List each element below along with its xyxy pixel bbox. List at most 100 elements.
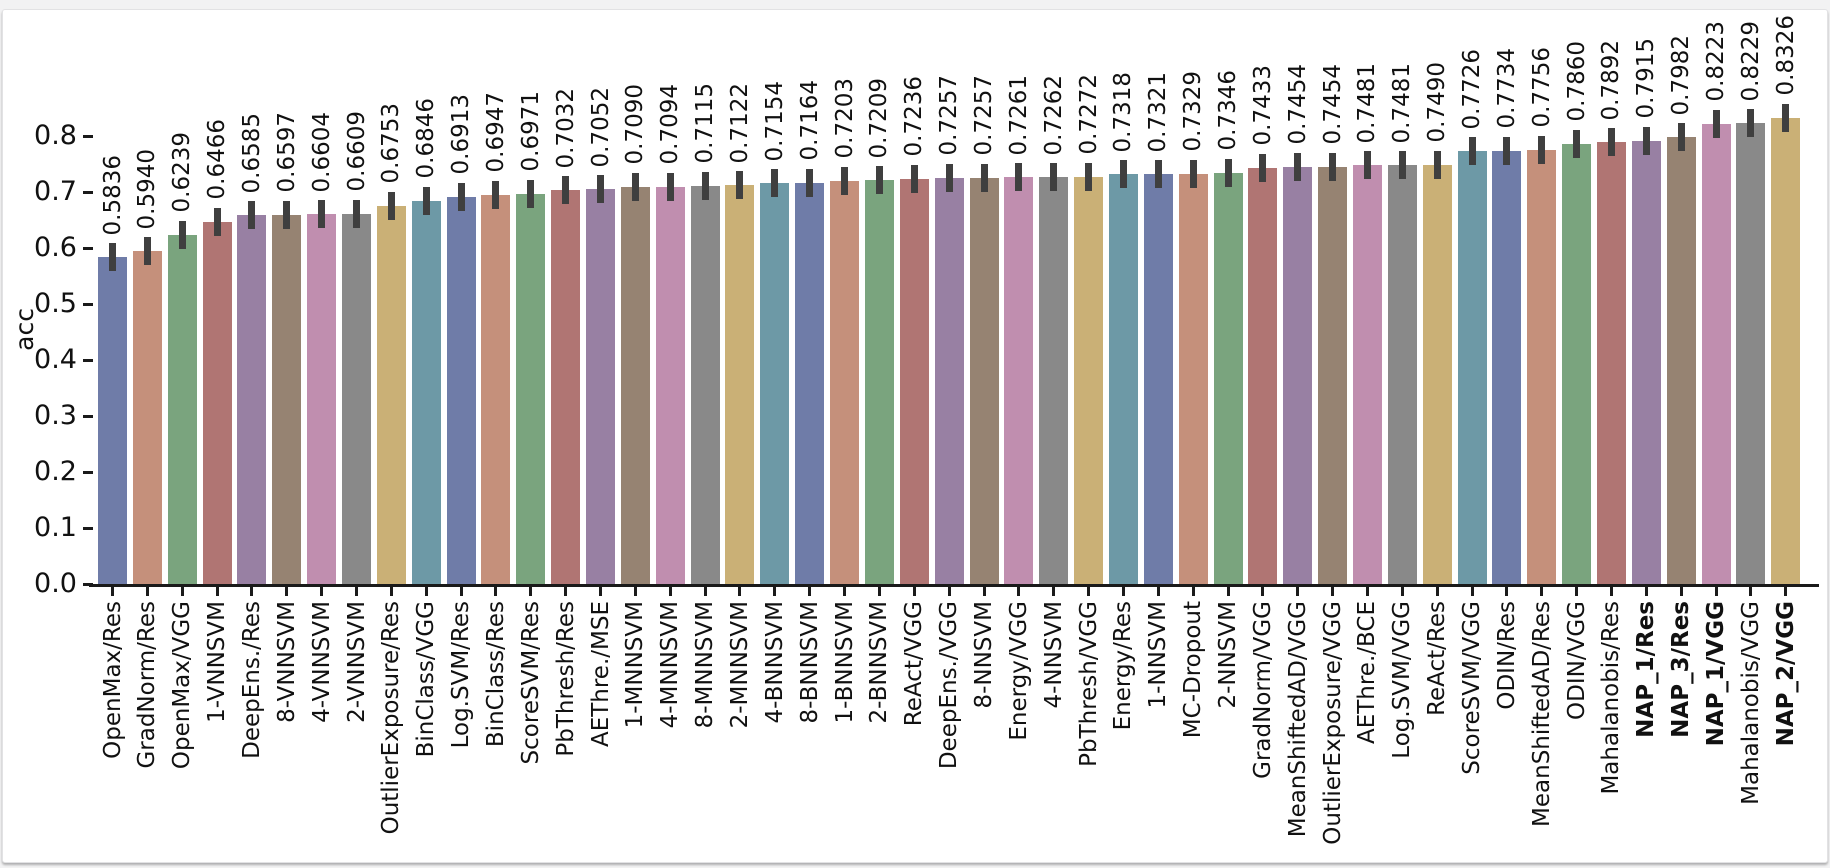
bar bbox=[376, 205, 406, 584]
bar-value-label: 0.7756 bbox=[1528, 47, 1555, 128]
error-bar bbox=[422, 186, 430, 215]
x-axis-label: PbThresh/Res bbox=[552, 601, 579, 757]
error-bar bbox=[1468, 137, 1476, 166]
x-axis-label: NAP_1/Res bbox=[1633, 601, 1660, 738]
error-bar bbox=[1085, 162, 1093, 191]
bar-value-label: 0.7052 bbox=[587, 86, 614, 168]
bar-value-label: 0.7860 bbox=[1563, 41, 1590, 122]
bar bbox=[411, 200, 441, 584]
x-axis-label: 4-NNSVM bbox=[1040, 601, 1067, 709]
bar-value-label: 0.7318 bbox=[1110, 71, 1137, 153]
bar-value-label: 0.7481 bbox=[1389, 62, 1416, 144]
y-axis-tick-label: 0.8 bbox=[34, 120, 77, 151]
bar bbox=[1248, 167, 1278, 584]
error-bar bbox=[1642, 126, 1650, 155]
bar-value-label: 0.8229 bbox=[1737, 20, 1764, 102]
x-axis-tick bbox=[1296, 587, 1300, 596]
x-axis-label: 4-MNNSVM bbox=[657, 601, 684, 729]
error-bar bbox=[631, 172, 639, 201]
y-axis-tick bbox=[83, 582, 93, 586]
x-axis-tick bbox=[459, 587, 463, 596]
bar-value-label: 0.7272 bbox=[1075, 74, 1102, 155]
bar-value-label: 0.7329 bbox=[1180, 71, 1207, 152]
x-axis-label: 2-BNNSVM bbox=[866, 601, 893, 724]
bar-value-label: 0.6609 bbox=[343, 111, 370, 192]
bar-value-label: 0.7433 bbox=[1249, 65, 1276, 146]
x-axis-tick bbox=[285, 587, 289, 596]
bar-value-label: 0.7321 bbox=[1145, 71, 1172, 153]
error-bar bbox=[1503, 136, 1511, 165]
x-axis-label: BinClass/VGG bbox=[413, 601, 440, 758]
bar-value-label: 0.6753 bbox=[378, 103, 405, 184]
y-axis-tick-label: 0.5 bbox=[34, 288, 77, 319]
bar-value-label: 0.7236 bbox=[901, 76, 928, 157]
error-bar bbox=[492, 180, 500, 209]
x-axis-tick bbox=[1261, 587, 1265, 596]
x-axis-tick bbox=[215, 587, 219, 596]
x-axis-tick bbox=[668, 587, 672, 596]
bar bbox=[899, 178, 929, 584]
bar-value-label: 0.6604 bbox=[308, 111, 335, 193]
bar bbox=[1736, 123, 1766, 584]
x-axis-tick bbox=[1679, 587, 1683, 596]
x-axis-label: DeepEns./VGG bbox=[936, 601, 963, 770]
bar bbox=[1527, 149, 1557, 584]
error-bar bbox=[1677, 123, 1685, 151]
bar bbox=[1492, 150, 1522, 584]
x-axis-label: BinClass/Res bbox=[482, 601, 509, 748]
bar bbox=[1596, 142, 1626, 584]
bar-value-label: 0.7032 bbox=[552, 87, 579, 169]
y-axis-tick-label: 0.2 bbox=[34, 456, 77, 487]
bar bbox=[1422, 164, 1452, 584]
bar bbox=[655, 186, 685, 584]
x-axis-tick bbox=[1156, 587, 1160, 596]
x-axis-tick bbox=[1575, 587, 1579, 596]
x-axis-label: 2-NNSVM bbox=[1215, 601, 1242, 709]
bar bbox=[1283, 166, 1313, 584]
error-bar bbox=[1224, 158, 1232, 187]
bar-value-label: 0.6239 bbox=[169, 132, 196, 213]
error-bar bbox=[562, 176, 570, 205]
x-axis-tick bbox=[145, 587, 149, 596]
bar bbox=[272, 214, 302, 584]
error-bar bbox=[1747, 109, 1755, 138]
x-axis-tick bbox=[355, 587, 359, 596]
error-bar bbox=[527, 179, 535, 208]
error-bar bbox=[1294, 152, 1302, 181]
x-axis-tick bbox=[1191, 587, 1195, 596]
bar bbox=[1318, 166, 1348, 584]
error-bar bbox=[1363, 151, 1371, 180]
bar bbox=[1143, 174, 1173, 584]
x-axis-tick bbox=[808, 587, 812, 596]
x-axis-label: 1-VNNSVM bbox=[204, 601, 231, 723]
x-axis-label: 8-VNNSVM bbox=[273, 601, 300, 723]
y-axis-tick bbox=[83, 470, 93, 474]
bar-value-label: 0.7257 bbox=[936, 75, 963, 156]
x-axis-label: NAP_2/VGG bbox=[1772, 601, 1799, 747]
error-bar bbox=[353, 199, 361, 228]
y-axis-tick bbox=[83, 526, 93, 530]
x-axis-tick bbox=[250, 587, 254, 596]
bar bbox=[1701, 123, 1731, 584]
bar-value-label: 0.7209 bbox=[866, 77, 893, 159]
bar bbox=[446, 196, 476, 584]
bar bbox=[481, 194, 511, 584]
x-axis-label: Log.SVM/Res bbox=[448, 601, 475, 749]
x-axis-tick bbox=[738, 587, 742, 596]
x-axis-tick bbox=[633, 587, 637, 596]
y-axis-tick-label: 0.7 bbox=[34, 176, 77, 207]
error-bar bbox=[666, 172, 674, 201]
error-bar bbox=[213, 207, 221, 236]
y-axis-tick-label: 0.6 bbox=[34, 232, 77, 263]
error-bar bbox=[945, 163, 953, 192]
bar bbox=[1387, 165, 1417, 584]
bar bbox=[760, 183, 790, 584]
error-bar bbox=[143, 237, 151, 266]
x-axis-tick bbox=[773, 587, 777, 596]
error-bar bbox=[1189, 159, 1197, 188]
x-axis-label: PbThresh/VGG bbox=[1075, 601, 1102, 767]
error-bar bbox=[736, 171, 744, 200]
x-axis-label: 8-MNNSVM bbox=[692, 601, 719, 729]
bar bbox=[620, 186, 650, 584]
x-axis-tick bbox=[843, 587, 847, 596]
